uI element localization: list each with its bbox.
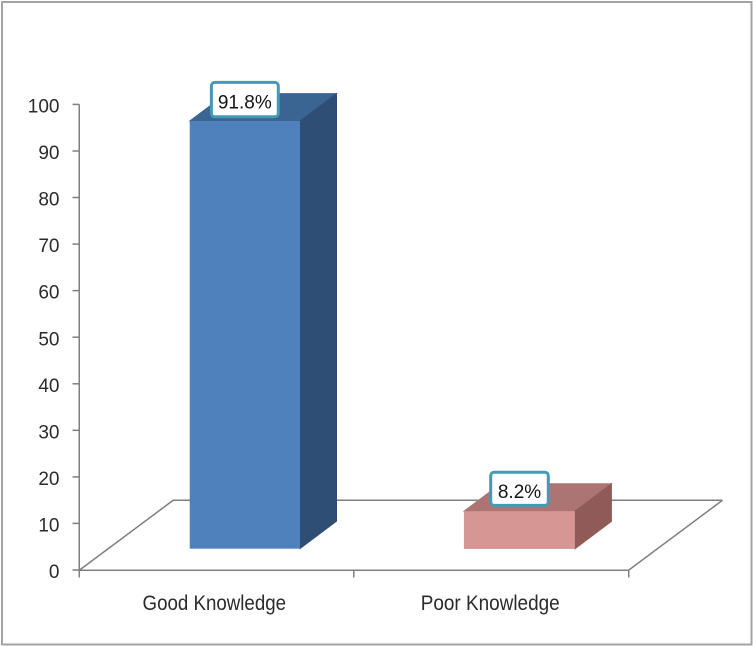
svg-text:70: 70 [38,236,59,257]
svg-text:90: 90 [38,143,59,164]
svg-text:Poor Knowledge: Poor Knowledge [421,592,560,615]
svg-text:50: 50 [38,329,59,350]
svg-text:30: 30 [38,422,59,443]
svg-text:20: 20 [38,469,59,490]
svg-text:80: 80 [38,190,59,211]
svg-text:8.2%: 8.2% [498,482,541,503]
svg-text:40: 40 [38,376,59,397]
svg-text:91.8%: 91.8% [218,93,272,114]
svg-text:100: 100 [28,97,60,118]
svg-text:Good Knowledge: Good Knowledge [143,592,287,615]
svg-text:0: 0 [49,562,60,583]
svg-text:60: 60 [38,283,59,304]
svg-text:10: 10 [38,516,59,537]
